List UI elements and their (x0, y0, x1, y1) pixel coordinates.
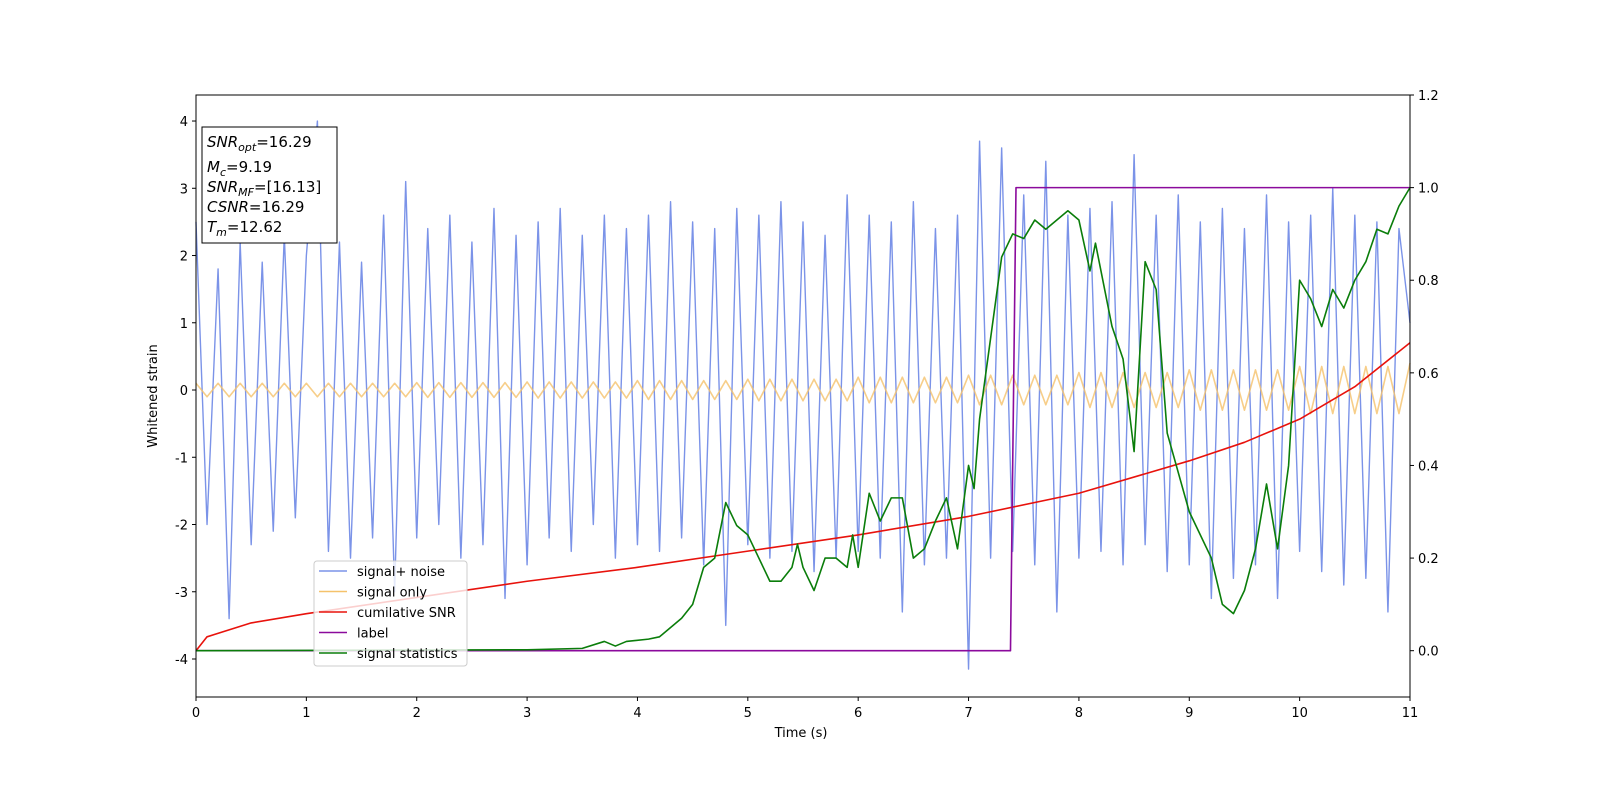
y2-tick-label: 1.0 (1418, 182, 1439, 197)
x-tick-label: 1 (302, 706, 310, 721)
legend-label: signal only (357, 586, 427, 601)
legend-label: signal+ noise (357, 565, 445, 580)
annotation-line: Mc=9.19 (207, 158, 272, 179)
annotation-text: m (216, 226, 227, 239)
annotation-text: T (207, 218, 218, 236)
series-line (195, 342, 1411, 652)
y2-tick-label: 1.2 (1418, 89, 1439, 104)
y-tick-label: 4 (180, 115, 188, 130)
annotation-text: MF (238, 186, 254, 199)
legend-label: signal statistics (357, 647, 458, 662)
annotation-text: =[16.13] (254, 178, 321, 196)
y-tick-label: 0 (180, 384, 188, 399)
y2-tick-label: 0.4 (1418, 459, 1439, 474)
plot-area (195, 120, 1411, 670)
annotation-text: =16.29 (256, 133, 312, 151)
annotation-text: =9.19 (226, 158, 272, 176)
y2-tick-label: 0.2 (1418, 552, 1439, 567)
series-line (196, 186, 1410, 652)
annotation-line: Tm=12.62 (207, 218, 282, 239)
legend-label: cumilative SNR (357, 606, 456, 621)
annotation: SNRopt=16.29Mc=9.19SNRMF=[16.13]CSNR=16.… (201, 126, 338, 244)
annotation-text: c (220, 166, 226, 179)
x-axis-label: Time (s) (774, 726, 828, 741)
y-tick-label: 2 (180, 250, 188, 265)
series-line (195, 362, 1411, 415)
annotation-text: SNR (207, 133, 238, 151)
y-tick-label: 3 (180, 182, 188, 197)
legend: signal+ noise signal only cumilative SNR la… (313, 560, 468, 667)
legend-label: label (357, 627, 388, 642)
y-axis-label: Whitened strain (146, 344, 161, 447)
y2-tick-label: 0.0 (1418, 645, 1439, 660)
annotation-line: SNRopt=16.29 (207, 133, 312, 154)
annotation-text: =16.29 (249, 198, 305, 216)
annotation-text: SNR (207, 178, 238, 196)
annotation-line: CSNR=16.29 (207, 198, 304, 216)
annotation-text: opt (238, 141, 257, 154)
y-tick-label: -1 (175, 451, 188, 466)
y-tick-label: -4 (175, 653, 188, 668)
y2-tick-label: 0.6 (1418, 367, 1439, 382)
x-tick-label: 0 (192, 706, 200, 721)
series-line (195, 120, 1411, 670)
x-tick-label: 6 (854, 706, 862, 721)
x-tick-label: 9 (1185, 706, 1193, 721)
annotation-text: =12.62 (227, 218, 283, 236)
x-tick-label: 8 (1075, 706, 1083, 721)
x-tick-label: 11 (1402, 706, 1419, 721)
legend-box (313, 560, 468, 667)
annotation-text: CSNR (207, 198, 249, 216)
annotation-line: SNRMF=[16.13] (207, 178, 321, 199)
y2-tick-label: 0.8 (1418, 274, 1439, 289)
x-tick-label: 4 (633, 706, 641, 721)
x-tick-label: 10 (1291, 706, 1308, 721)
x-tick-label: 7 (964, 706, 972, 721)
x-tick-label: 5 (744, 706, 752, 721)
y-tick-label: -2 (175, 519, 188, 534)
series-line (195, 187, 1411, 652)
annotation-box (201, 126, 338, 244)
x-tick-label: 3 (523, 706, 531, 721)
y-tick-label: -3 (175, 586, 188, 601)
axes-frame (195, 94, 1411, 698)
y-tick-label: 1 (180, 317, 188, 332)
annotation-text: M (207, 158, 220, 176)
x-tick-label: 2 (413, 706, 421, 721)
